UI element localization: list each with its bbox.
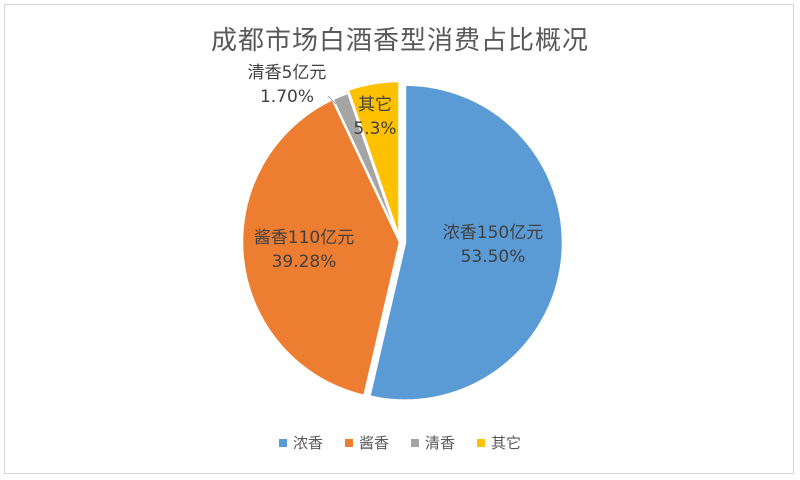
slice-percent-1: 53.50% [461, 247, 526, 267]
legend-label: 清香 [425, 434, 456, 452]
chart-legend: 浓香 酱香 清香 其它 [0, 432, 800, 453]
slice-percent-3: 1.70% [260, 87, 314, 107]
pie-slice-2 [240, 97, 402, 398]
legend-swatch [477, 438, 486, 447]
legend-swatch [344, 438, 353, 447]
leader-line [327, 95, 337, 105]
legend-label: 其它 [491, 434, 522, 452]
legend-item-3: 清香 [411, 432, 455, 453]
legend-swatch [411, 438, 419, 447]
slice-label-3: 清香5亿元 [248, 63, 327, 83]
chart-title: 成都市场白酒香型消费占比概况 [210, 26, 589, 56]
legend-item-2: 酱香 [344, 432, 389, 453]
legend-item-1: 浓香 [278, 432, 323, 453]
pie-slice-4 [346, 79, 401, 240]
legend-label: 浓香 [292, 434, 323, 452]
slice-percent-2: 39.28% [272, 252, 337, 272]
slice-label-2: 酱香110亿元 [254, 228, 354, 248]
legend-label: 酱香 [358, 434, 389, 452]
slice-label-4: 其它 [358, 95, 392, 115]
legend-swatch [278, 438, 287, 447]
pie-slice-1 [367, 83, 565, 402]
slice-label-1: 浓香150亿元 [443, 223, 543, 243]
legend-item-4: 其它 [477, 432, 521, 453]
slice-percent-4: 5.3% [353, 119, 396, 139]
